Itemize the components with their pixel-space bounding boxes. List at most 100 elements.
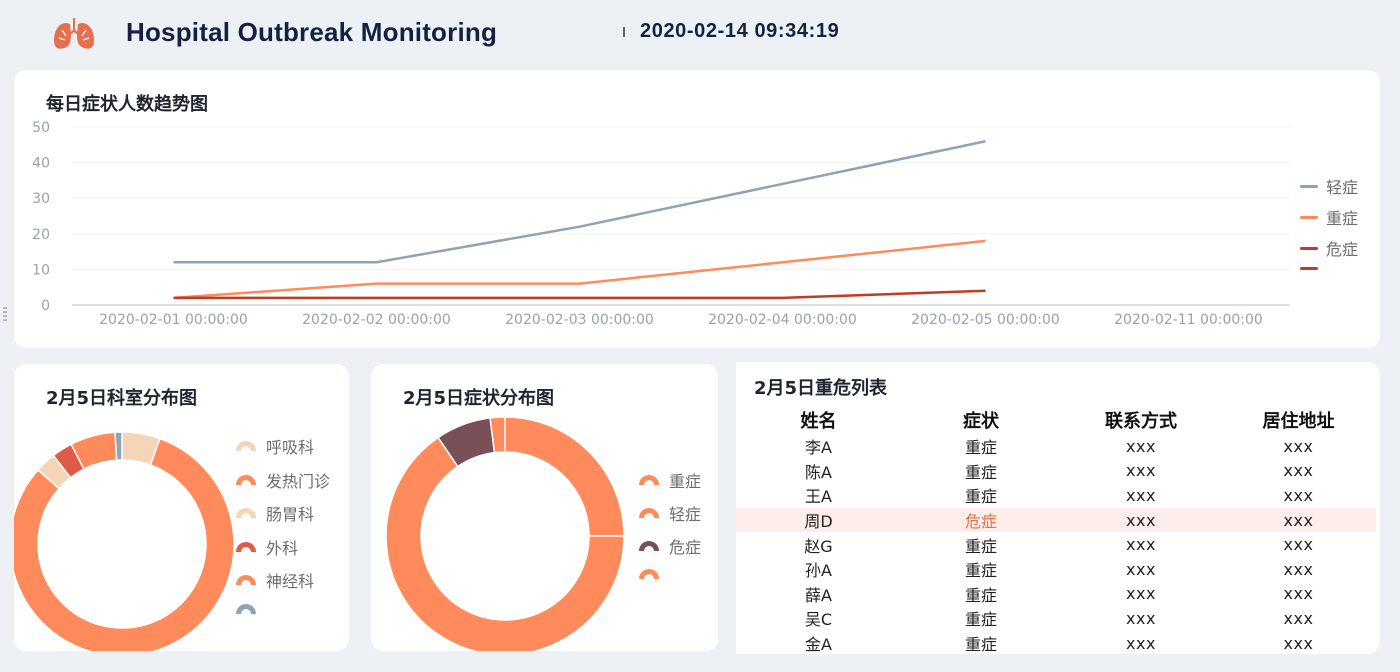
donut-slice[interactable] <box>14 437 235 651</box>
legend-item[interactable]: 轻症 <box>1300 174 1358 198</box>
cell-address: xxx <box>1283 535 1314 555</box>
cell-name: 薛A <box>805 585 832 605</box>
legend-item[interactable]: 重症 <box>1300 205 1358 229</box>
legend-swatch <box>1300 184 1318 188</box>
cell-name: 陈A <box>805 462 832 482</box>
col-header-address[interactable]: 居住地址 <box>1262 411 1335 432</box>
series-line[interactable] <box>173 239 986 300</box>
legend-swatch <box>639 541 659 551</box>
cell-symptom: 重症 <box>964 610 997 630</box>
cell-contact: xxx <box>1126 510 1156 530</box>
legend-item[interactable]: 危症 <box>637 534 701 558</box>
table-row[interactable]: 薛A 重症 xxx xxx <box>736 582 1376 607</box>
legend-item[interactable]: 呼吸科 <box>234 434 314 458</box>
donut-slice[interactable] <box>489 416 506 454</box>
legend-swatch <box>236 603 256 614</box>
legend-item[interactable]: 外科 <box>234 535 298 559</box>
y-tick-label: 40 <box>32 156 50 172</box>
cell-address: xxx <box>1283 485 1314 505</box>
trend-card: 每日症状人数趋势图 0 10 20 30 40 50 2020-02-01 00:00:00… <box>14 70 1380 348</box>
cell-contact: xxx <box>1126 535 1156 555</box>
header-separator <box>623 27 625 37</box>
critical-list-title: 2月5日重危列表 <box>754 378 888 399</box>
table-row[interactable]: 金A 重症 xxx xxx <box>736 631 1376 656</box>
col-header-contact[interactable]: 联系方式 <box>1105 411 1177 432</box>
series-line[interactable] <box>173 289 986 300</box>
legend-swatch <box>639 508 659 518</box>
cell-symptom: 重症 <box>964 585 997 605</box>
cell-contact: xxx <box>1126 485 1156 505</box>
x-tick-label: 2020-02-02 00:00:00 <box>302 312 451 328</box>
cell-address: xxx <box>1283 584 1314 604</box>
legend-item[interactable] <box>1300 267 1326 270</box>
table-row[interactable]: 王A 重症 xxx xxx <box>736 483 1376 508</box>
dept-donut-chart[interactable] <box>14 364 349 651</box>
cell-name: 孙A <box>805 561 832 581</box>
y-tick-label: 20 <box>32 227 50 243</box>
cell-contact: xxx <box>1126 608 1156 628</box>
cell-name: 金A <box>805 635 832 655</box>
symptom-donut-chart[interactable] <box>371 364 718 651</box>
cell-contact: xxx <box>1126 633 1156 653</box>
legend-item[interactable]: 神经科 <box>234 568 314 592</box>
app-title: Hospital Outbreak Monitoring <box>126 17 498 47</box>
table-row[interactable]: 吴C 重症 xxx xxx <box>736 606 1376 631</box>
col-header-name[interactable]: 姓名 <box>800 411 837 432</box>
legend-item[interactable]: 发热门诊 <box>234 468 330 492</box>
cell-address: xxx <box>1283 608 1314 628</box>
cell-contact: xxx <box>1126 436 1156 456</box>
x-tick-label: 2020-02-01 00:00:00 <box>99 312 248 328</box>
cell-symptom: 重症 <box>964 561 997 581</box>
table-row[interactable]: 李A 重症 xxx xxx <box>736 434 1376 459</box>
cell-symptom: 重症 <box>964 536 997 556</box>
legend-item[interactable] <box>637 567 669 581</box>
critical-table: 姓名 症状 联系方式 居住地址 李A 重症 xxx xxx 陈A 重症 xxx xxx 王A 重症… <box>736 406 1376 655</box>
table-body: 李A 重症 xxx xxx 陈A 重症 xxx xxx 王A 重症 xxx xxx 周D 危症 xxx xxx… <box>736 434 1376 655</box>
legend-item[interactable]: 危症 <box>1300 236 1358 260</box>
legend-swatch <box>639 569 659 579</box>
legend-label: 肠胃科 <box>266 505 315 524</box>
series-line[interactable] <box>173 140 986 264</box>
table-row[interactable]: 周D 危症 xxx xxx <box>736 507 1376 533</box>
table-row[interactable]: 陈A 重症 xxx xxx <box>736 459 1376 484</box>
drag-handle-icon[interactable] <box>3 306 7 322</box>
donut-slice[interactable] <box>114 431 123 461</box>
donut-slice[interactable] <box>504 416 625 537</box>
symptom-card: 2月5日症状分布图 重症 轻症 危症 <box>371 364 718 651</box>
cell-contact: xxx <box>1126 461 1156 481</box>
legend-item[interactable]: 重症 <box>637 468 701 492</box>
legend-label: 轻症 <box>669 505 702 524</box>
legend-item[interactable] <box>234 602 266 616</box>
legend-item[interactable]: 肠胃科 <box>234 501 314 525</box>
cell-name: 吴C <box>804 610 833 630</box>
legend-swatch <box>1300 267 1318 270</box>
cell-symptom: 重症 <box>964 438 997 458</box>
cell-address: xxx <box>1283 510 1314 530</box>
cell-contact: xxx <box>1126 559 1156 579</box>
cell-name: 李A <box>805 438 832 458</box>
legend-item[interactable]: 轻症 <box>637 501 701 525</box>
legend-swatch <box>236 441 256 451</box>
cell-address: xxx <box>1283 461 1314 481</box>
table-row[interactable]: 孙A 重症 xxx xxx <box>736 557 1376 582</box>
current-datetime: 2020-02-14 09:34:19 <box>640 20 840 42</box>
cell-address: xxx <box>1283 633 1314 653</box>
table-row[interactable]: 赵G 重症 xxx xxx <box>736 532 1376 557</box>
x-tick-label: 2020-02-11 00:00:00 <box>1114 312 1263 328</box>
legend-swatch <box>236 541 256 552</box>
trend-line-chart[interactable]: 0 10 20 30 40 50 2020-02-01 00:00:00 2020-02-02… <box>14 70 1380 348</box>
cell-contact: xxx <box>1126 584 1156 604</box>
legend-label: 危症 <box>1326 240 1359 259</box>
y-tick-label: 0 <box>41 298 50 314</box>
legend-label: 危症 <box>669 538 702 557</box>
cell-address: xxx <box>1283 436 1314 456</box>
legend-label: 重症 <box>669 472 702 491</box>
col-header-symptom[interactable]: 症状 <box>963 411 999 432</box>
cell-name: 周D <box>804 512 833 532</box>
donut-slice[interactable] <box>385 436 625 651</box>
legend-swatch <box>639 475 659 485</box>
cell-name: 赵G <box>804 536 833 556</box>
legend-label: 重症 <box>1326 209 1359 228</box>
cell-symptom: 危症 <box>964 512 997 532</box>
x-tick-label: 2020-02-03 00:00:00 <box>505 312 654 328</box>
